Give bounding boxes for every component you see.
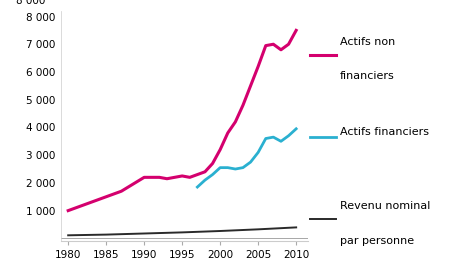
Text: 8 000: 8 000 <box>16 0 46 6</box>
Text: financiers: financiers <box>340 71 395 81</box>
Text: Revenu nominal: Revenu nominal <box>340 201 431 211</box>
Text: Actifs non: Actifs non <box>340 37 396 47</box>
Text: Actifs financiers: Actifs financiers <box>340 127 429 136</box>
Text: par personne: par personne <box>340 236 414 246</box>
